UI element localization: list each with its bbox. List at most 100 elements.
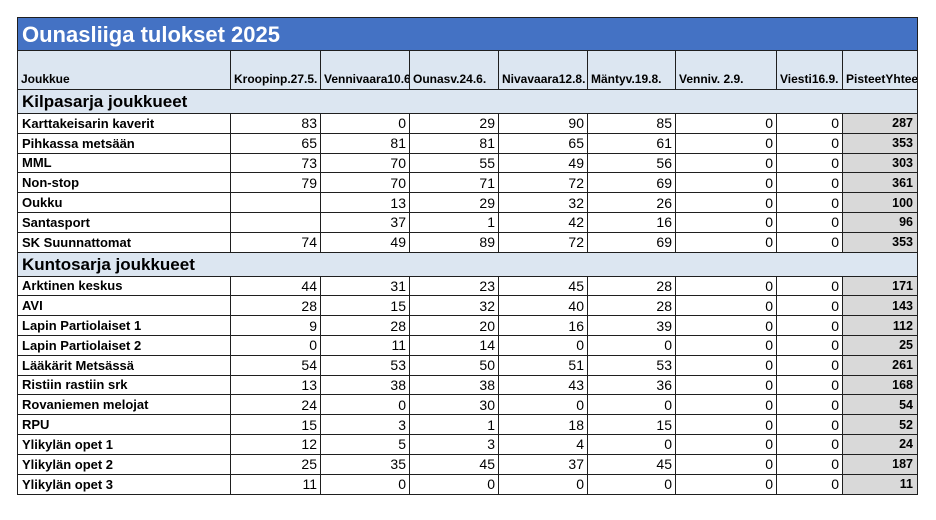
team-name-cell: Pihkassa metsään bbox=[18, 133, 231, 153]
score-cell: 0 bbox=[321, 395, 410, 415]
score-cell: 4 bbox=[499, 434, 588, 454]
team-name-cell: Arktinen keskus bbox=[18, 276, 231, 296]
score-cell: 65 bbox=[231, 133, 321, 153]
score-cell: 0 bbox=[676, 193, 777, 212]
total-cell: 96 bbox=[843, 212, 917, 232]
score-cell: 1 bbox=[410, 415, 499, 434]
total-cell: 143 bbox=[843, 296, 917, 316]
team-name-cell: Rovaniemen melojat bbox=[18, 395, 231, 415]
score-cell: 0 bbox=[410, 474, 499, 495]
score-cell: 14 bbox=[410, 335, 499, 355]
score-cell: 0 bbox=[777, 355, 843, 375]
score-cell: 54 bbox=[231, 355, 321, 375]
score-cell: 0 bbox=[676, 434, 777, 454]
score-cell: 28 bbox=[321, 316, 410, 335]
table-row: AVI 28 15 32 40 28 0 0 143 bbox=[18, 296, 917, 317]
score-cell: 3 bbox=[321, 415, 410, 434]
score-cell: 32 bbox=[410, 296, 499, 316]
score-cell: 11 bbox=[231, 474, 321, 495]
score-cell: 0 bbox=[676, 375, 777, 395]
header-col-5: Mäntyv. 19.8. bbox=[588, 51, 676, 89]
team-name-cell: Lääkärit Metsässä bbox=[18, 355, 231, 375]
team-name-cell: Ylikylän opet 1 bbox=[18, 434, 231, 454]
score-cell: 73 bbox=[231, 153, 321, 173]
score-cell: 0 bbox=[777, 474, 843, 495]
score-cell: 0 bbox=[777, 193, 843, 212]
score-cell: 29 bbox=[410, 114, 499, 133]
score-cell: 72 bbox=[499, 173, 588, 193]
team-name-cell: Non-stop bbox=[18, 173, 231, 193]
header-col-1-line2: 27.5. bbox=[290, 72, 318, 86]
table-row: Ylikylän opet 1 12 5 3 4 0 0 0 24 bbox=[18, 434, 917, 455]
section-header: Kilpasarja joukkueet bbox=[18, 90, 917, 114]
score-cell: 32 bbox=[499, 193, 588, 212]
table-row: Ristiin rastiin srk 13 38 38 43 36 0 0 168 bbox=[18, 375, 917, 396]
score-cell: 79 bbox=[231, 173, 321, 193]
table-row: MML 73 70 55 49 56 0 0 303 bbox=[18, 153, 917, 174]
header-col-1: Kroopinp. 27.5. bbox=[231, 51, 321, 89]
total-cell: 112 bbox=[843, 316, 917, 335]
score-cell: 0 bbox=[499, 335, 588, 355]
team-name-cell: Lapin Partiolaiset 2 bbox=[18, 335, 231, 355]
table-row: Ylikylän opet 3 11 0 0 0 0 0 0 11 bbox=[18, 474, 917, 495]
score-cell: 20 bbox=[410, 316, 499, 335]
score-cell: 53 bbox=[321, 355, 410, 375]
score-cell: 0 bbox=[676, 232, 777, 252]
score-cell: 0 bbox=[676, 395, 777, 415]
score-cell: 0 bbox=[676, 415, 777, 434]
team-name-cell: AVI bbox=[18, 296, 231, 316]
team-name-cell: Ristiin rastiin srk bbox=[18, 375, 231, 395]
total-cell: 100 bbox=[843, 193, 917, 212]
sheet-title: Ounasliiga tulokset 2025 bbox=[18, 18, 917, 51]
score-cell: 0 bbox=[777, 276, 843, 296]
score-cell: 43 bbox=[499, 375, 588, 395]
score-cell: 71 bbox=[410, 173, 499, 193]
score-cell: 13 bbox=[321, 193, 410, 212]
score-cell: 0 bbox=[777, 316, 843, 335]
table-row: Oukku 13 29 32 26 0 0 100 bbox=[18, 193, 917, 213]
score-cell: 44 bbox=[231, 276, 321, 296]
score-cell: 45 bbox=[588, 454, 676, 474]
header-col-3-line2: 24.6. bbox=[459, 72, 487, 86]
score-cell: 45 bbox=[499, 276, 588, 296]
score-cell: 0 bbox=[777, 133, 843, 153]
score-cell: 72 bbox=[499, 232, 588, 252]
score-cell: 0 bbox=[777, 232, 843, 252]
score-cell: 25 bbox=[231, 454, 321, 474]
score-cell bbox=[231, 193, 321, 212]
score-cell: 0 bbox=[777, 395, 843, 415]
score-cell: 39 bbox=[588, 316, 676, 335]
score-cell: 74 bbox=[231, 232, 321, 252]
header-col-2-line2: 10.6. bbox=[387, 72, 409, 86]
header-col-6: Venniv. 2.9. bbox=[676, 51, 777, 89]
team-name-cell: Ylikylän opet 3 bbox=[18, 474, 231, 495]
score-cell: 0 bbox=[777, 335, 843, 355]
score-cell: 83 bbox=[231, 114, 321, 133]
score-cell: 36 bbox=[588, 375, 676, 395]
total-cell: 261 bbox=[843, 355, 917, 375]
score-cell: 0 bbox=[777, 454, 843, 474]
score-cell: 16 bbox=[588, 212, 676, 232]
header-col-6-line2: Venniv. 2.9. bbox=[679, 72, 744, 86]
score-cell: 81 bbox=[410, 133, 499, 153]
score-cell: 56 bbox=[588, 153, 676, 173]
table-row: Santasport 37 1 42 16 0 0 96 bbox=[18, 212, 917, 233]
total-cell: 25 bbox=[843, 335, 917, 355]
score-cell: 0 bbox=[676, 296, 777, 316]
score-cell: 55 bbox=[410, 153, 499, 173]
score-cell: 65 bbox=[499, 133, 588, 153]
score-cell: 24 bbox=[231, 395, 321, 415]
score-cell: 0 bbox=[588, 474, 676, 495]
score-cell: 28 bbox=[588, 276, 676, 296]
header-col-3-line1: Ounasv. bbox=[413, 72, 460, 86]
table-row: Arktinen keskus 44 31 23 45 28 0 0 171 bbox=[18, 276, 917, 297]
score-cell: 0 bbox=[777, 434, 843, 454]
team-name-cell: Ylikylän opet 2 bbox=[18, 454, 231, 474]
score-cell: 0 bbox=[777, 173, 843, 193]
score-cell: 37 bbox=[499, 454, 588, 474]
score-cell: 51 bbox=[499, 355, 588, 375]
table-row: RPU 15 3 1 18 15 0 0 52 bbox=[18, 415, 917, 435]
header-total-line1: Pisteet bbox=[846, 72, 886, 86]
score-cell: 0 bbox=[676, 114, 777, 133]
total-cell: 187 bbox=[843, 454, 917, 474]
